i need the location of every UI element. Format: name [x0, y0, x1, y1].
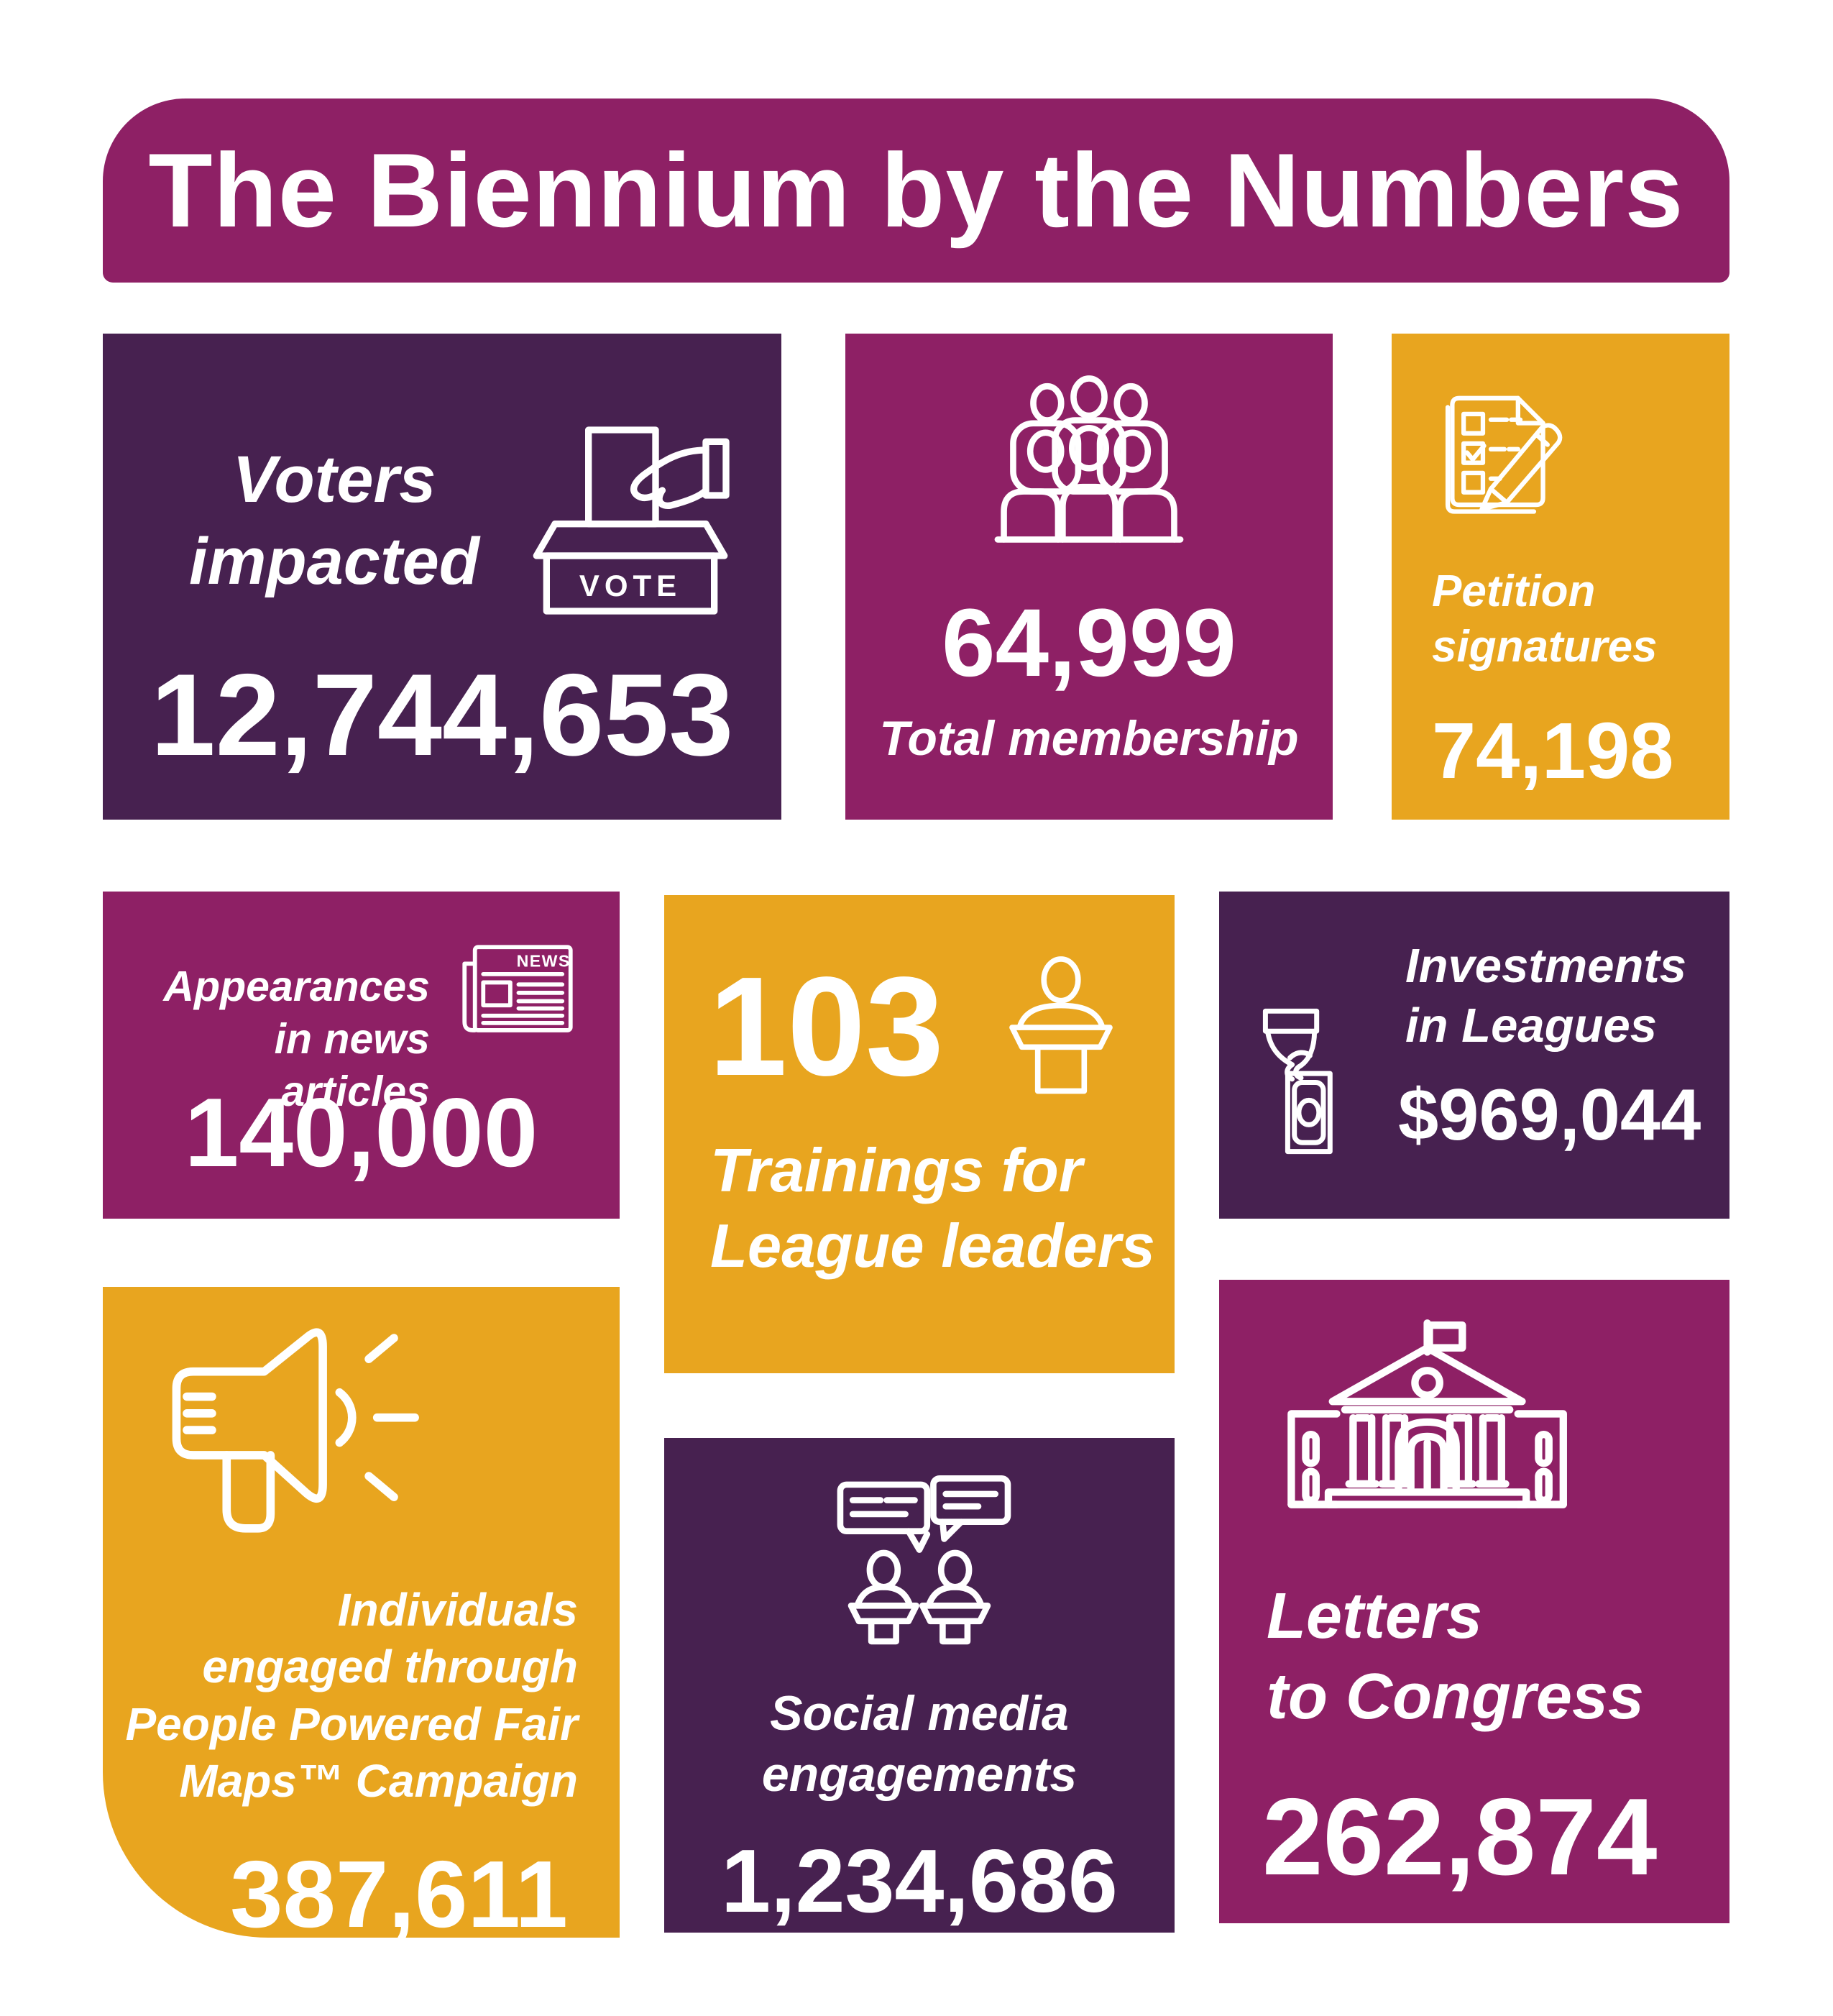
tile-value: 12,744,653 — [150, 650, 734, 780]
chat-people-icon — [837, 1475, 1011, 1645]
tile-letters-to-congress: Letters to Congress 262,874 — [1219, 1280, 1729, 1923]
tile-label: Voters impacted — [189, 442, 479, 598]
tile-label: Social media engagements — [761, 1686, 1078, 1802]
tile-label: Investments in Leagues — [1405, 939, 1686, 1053]
hand-money-icon — [1262, 1008, 1333, 1155]
tile-value: 387,611 — [230, 1841, 568, 1948]
podium-speaker-icon — [1009, 956, 1113, 1094]
megaphone-icon — [172, 1328, 419, 1533]
congress-building-icon — [1287, 1319, 1567, 1508]
vote-label: VOTE — [579, 569, 681, 602]
tile-label: Individuals engaged through People Power… — [125, 1584, 578, 1807]
newspaper-icon: NEWS — [462, 945, 573, 1032]
tile-value: 262,874 — [1262, 1776, 1658, 1899]
page-title: The Biennium by the Numbers — [148, 132, 1684, 249]
tile-news-appearances: Appearances in news articles NEWS 140,00… — [103, 892, 620, 1219]
tile-value: 1,234,686 — [721, 1832, 1118, 1931]
header-banner: The Biennium by the Numbers — [103, 98, 1729, 283]
tile-label: Trainings for League leaders — [710, 1137, 1155, 1281]
tile-label: Appearances in news articles — [163, 963, 430, 1116]
tile-voters-impacted: Voters impacted VOTE 12,744,653 — [103, 334, 781, 820]
tile-value: 140,000 — [184, 1078, 538, 1187]
tile-petition-signatures: Petition signatures 74,198 — [1392, 334, 1729, 820]
tile-label: Total membership — [879, 711, 1299, 766]
tile-value: $969,044 — [1398, 1075, 1701, 1156]
tile-league-investments: Investments in Leagues $969,044 — [1219, 892, 1729, 1219]
checklist-pencil-icon — [1445, 395, 1563, 514]
tile-value: 103 — [709, 948, 945, 1105]
tile-value: 74,198 — [1432, 706, 1674, 795]
tile-value: 64,999 — [942, 590, 1236, 697]
tile-total-membership: 64,999 Total membership — [845, 334, 1333, 820]
ballot-box-icon: VOTE — [533, 426, 730, 615]
people-group-icon — [994, 375, 1184, 543]
tile-label: Letters to Congress — [1267, 1580, 1645, 1733]
news-label: NEWS — [517, 952, 571, 971]
tile-social-media-engagements: Social media engagements 1,234,686 — [664, 1438, 1175, 1933]
tile-fair-maps-campaign: Individuals engaged through People Power… — [103, 1287, 620, 1947]
tile-label: Petition signatures — [1432, 567, 1658, 672]
tile-league-trainings: 103 Trainings for League leaders — [664, 895, 1175, 1373]
